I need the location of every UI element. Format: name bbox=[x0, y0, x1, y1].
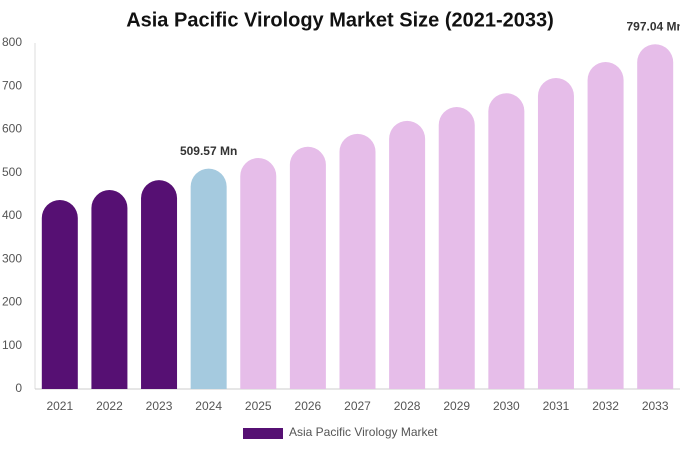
x-tick-label: 2028 bbox=[394, 399, 421, 413]
value-label: 797.04 Mn bbox=[627, 19, 680, 33]
value-label: 509.57 Mn bbox=[180, 144, 237, 158]
y-tick-label: 200 bbox=[2, 295, 22, 309]
bar bbox=[537, 78, 574, 389]
legend-label: Asia Pacific Virology Market bbox=[289, 425, 438, 439]
x-tick-label: 2027 bbox=[344, 399, 371, 413]
bar bbox=[488, 93, 525, 389]
x-tick-label: 2029 bbox=[443, 399, 470, 413]
x-tick-label: 2021 bbox=[46, 399, 73, 413]
y-tick-label: 800 bbox=[2, 35, 22, 49]
bar bbox=[587, 62, 624, 390]
x-tick-label: 2024 bbox=[195, 399, 222, 413]
x-tick-label: 2022 bbox=[96, 399, 123, 413]
y-tick-label: 600 bbox=[2, 122, 22, 136]
y-tick-label: 100 bbox=[2, 338, 22, 352]
bar bbox=[141, 180, 178, 389]
x-tick-label: 2023 bbox=[146, 399, 173, 413]
bar bbox=[240, 158, 277, 389]
bar bbox=[289, 146, 326, 389]
chart-title: Asia Pacific Virology Market Size (2021-… bbox=[126, 9, 554, 31]
x-tick-label: 2025 bbox=[245, 399, 272, 413]
bar bbox=[438, 107, 475, 389]
y-tick-label: 0 bbox=[15, 381, 22, 395]
legend-swatch bbox=[243, 428, 283, 439]
x-tick-label: 2032 bbox=[592, 399, 619, 413]
bar bbox=[91, 190, 128, 389]
bar bbox=[637, 44, 674, 389]
x-tick-label: 2030 bbox=[493, 399, 520, 413]
x-tick-label: 2031 bbox=[543, 399, 570, 413]
x-tick-label: 2033 bbox=[642, 399, 669, 413]
bar bbox=[339, 133, 376, 389]
y-tick-label: 400 bbox=[2, 208, 22, 222]
y-tick-label: 500 bbox=[2, 165, 22, 179]
y-tick-label: 700 bbox=[2, 78, 22, 92]
bar bbox=[41, 200, 78, 389]
x-tick-label: 2026 bbox=[295, 399, 322, 413]
bar bbox=[190, 168, 227, 389]
bar bbox=[389, 120, 426, 389]
y-tick-label: 300 bbox=[2, 251, 22, 265]
